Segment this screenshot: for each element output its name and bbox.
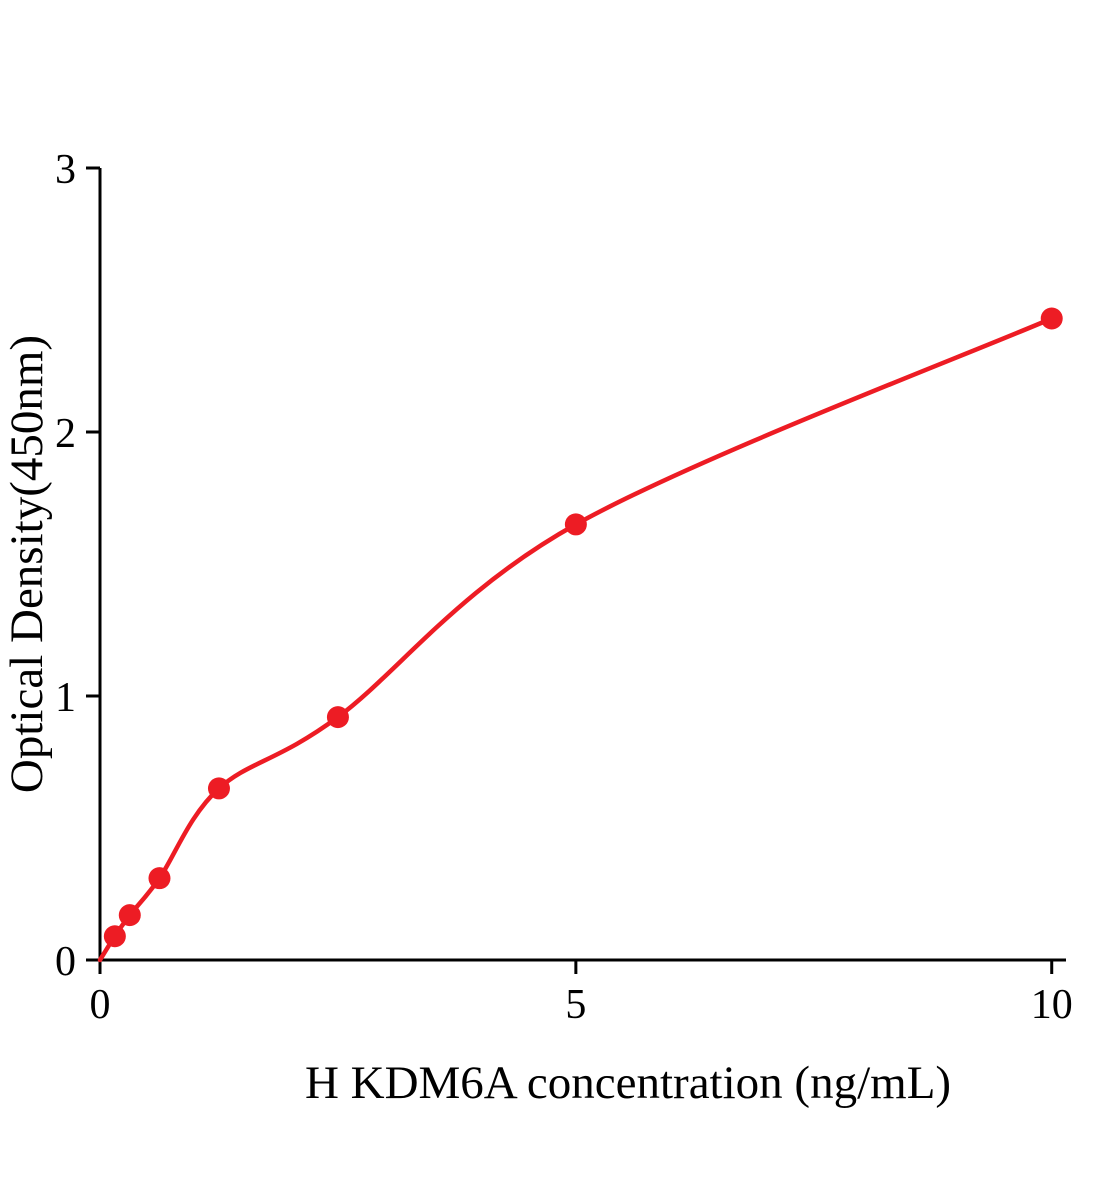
data-point <box>1040 307 1063 330</box>
x-tick-label: 10 <box>1031 982 1073 1028</box>
data-point <box>118 904 141 927</box>
data-point <box>564 513 587 536</box>
data-point <box>207 777 230 800</box>
plot-area: 0 1 2 3 0 5 10 <box>55 147 1073 1028</box>
x-axis-title: H KDM6A concentration (ng/mL) <box>305 1057 951 1109</box>
y-tick-label: 1 <box>55 675 76 721</box>
data-point <box>326 706 349 729</box>
x-tick-label: 0 <box>90 982 111 1028</box>
fit-curve <box>97 316 1054 963</box>
y-tick-label: 3 <box>55 147 76 193</box>
y-tick-label: 0 <box>55 939 76 985</box>
data-point <box>103 925 126 948</box>
y-tick-label: 2 <box>55 411 76 457</box>
data-point <box>148 867 171 890</box>
y-axis-title: Optical Density(450nm) <box>1 335 53 793</box>
x-tick-label: 5 <box>565 982 586 1028</box>
